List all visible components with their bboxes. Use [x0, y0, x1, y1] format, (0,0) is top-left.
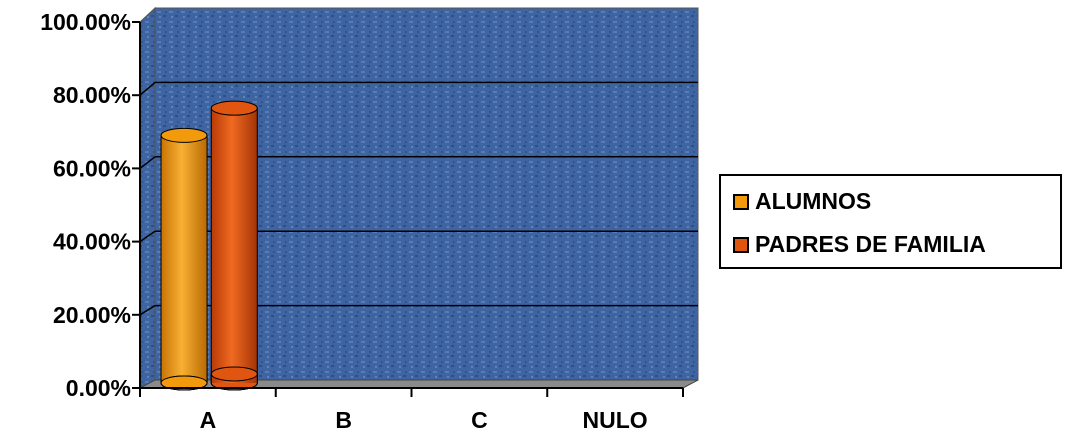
y-tick-label: 80.00%: [53, 82, 131, 108]
bar: [160, 127, 208, 391]
legend: ALUMNOS PADRES DE FAMILIA: [719, 174, 1062, 269]
legend-label-padres: PADRES DE FAMILIA: [755, 231, 986, 257]
x-tick-label: A: [200, 407, 217, 433]
bar-body: [211, 108, 258, 384]
bar: [210, 100, 258, 391]
legend-swatch-alumnos: [733, 193, 749, 210]
y-tick-label: 100.00%: [40, 9, 131, 35]
y-tick-label: 40.00%: [53, 229, 131, 255]
x-tick-label: C: [471, 407, 488, 433]
bar-top: [160, 127, 208, 143]
gridline-side: [139, 230, 156, 243]
bar: [210, 366, 258, 391]
y-tick-label: 60.00%: [53, 155, 131, 181]
gridline-side: [139, 304, 156, 316]
gridline-side: [139, 81, 156, 96]
bar: [160, 375, 208, 391]
bar-top: [210, 366, 258, 382]
x-tick-label: NULO: [583, 407, 648, 433]
x-tick-label: B: [335, 407, 352, 433]
legend-item-padres: PADRES DE FAMILIA: [733, 231, 986, 258]
bar-top: [210, 100, 258, 116]
legend-label-alumnos: ALUMNOS: [755, 188, 872, 214]
bar-top: [160, 375, 208, 391]
y-tick-label: 20.00%: [53, 302, 131, 328]
bar-body: [161, 135, 208, 383]
plot-side-wall: [139, 6, 156, 389]
y-tick-label: 0.00%: [66, 375, 131, 401]
legend-item-alumnos: ALUMNOS: [733, 188, 871, 215]
gridline-side: [139, 156, 156, 169]
legend-swatch-padres: [733, 236, 749, 253]
